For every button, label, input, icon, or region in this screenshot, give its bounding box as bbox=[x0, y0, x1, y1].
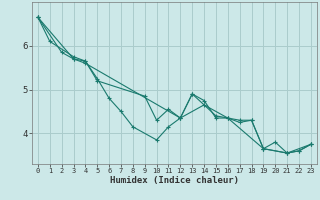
X-axis label: Humidex (Indice chaleur): Humidex (Indice chaleur) bbox=[110, 176, 239, 185]
